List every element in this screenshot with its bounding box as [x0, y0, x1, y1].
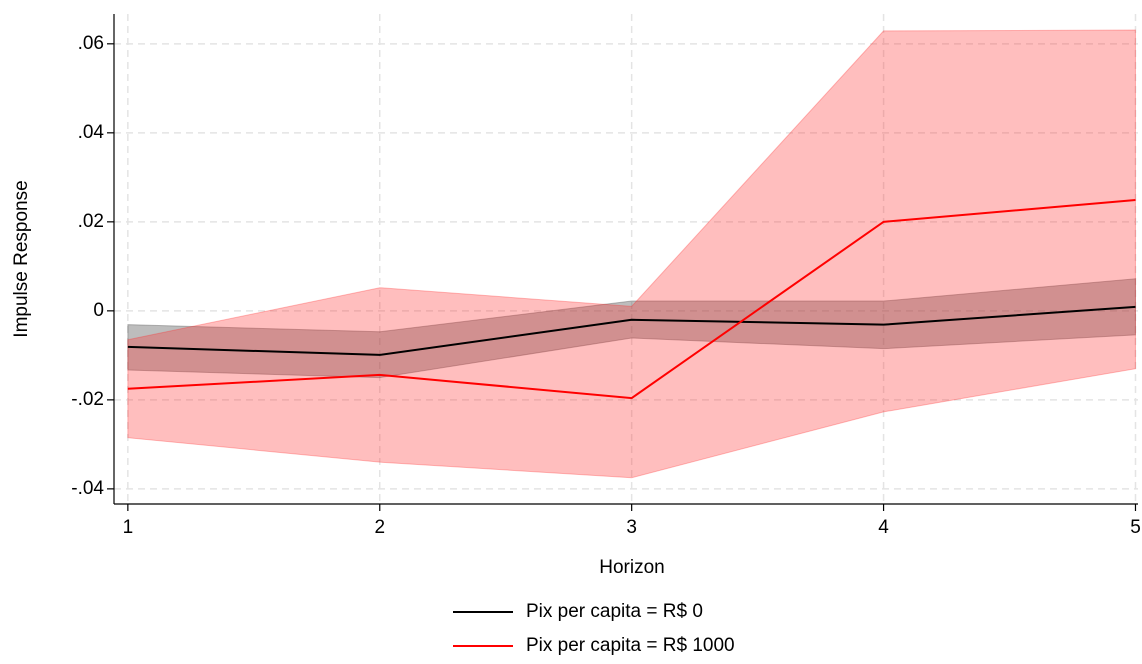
series-line	[127, 305, 1136, 356]
confidence-band	[127, 278, 1136, 379]
series-line	[127, 199, 1136, 400]
y-tick-label: -.04	[71, 478, 104, 499]
y-tick-label: -.02	[71, 389, 104, 410]
y-tick-label: .02	[78, 211, 104, 232]
x-tick-label: 2	[374, 517, 385, 538]
x-tick-label: 5	[1130, 517, 1141, 538]
legend-label: Pix per capita = R$ 1000	[526, 635, 735, 656]
x-tick-label: 4	[878, 517, 889, 538]
y-axis-label: Impulse Response	[11, 180, 32, 337]
y-tick-label: .06	[78, 33, 104, 54]
x-tick-label: 1	[123, 517, 134, 538]
x-axis-label: Horizon	[599, 557, 664, 578]
x-tick-label: 3	[626, 517, 637, 538]
y-tick-label: 0	[93, 300, 104, 321]
legend-label: Pix per capita = R$ 0	[526, 601, 703, 622]
confidence-band	[127, 29, 1136, 479]
y-tick-label: .04	[78, 122, 105, 143]
